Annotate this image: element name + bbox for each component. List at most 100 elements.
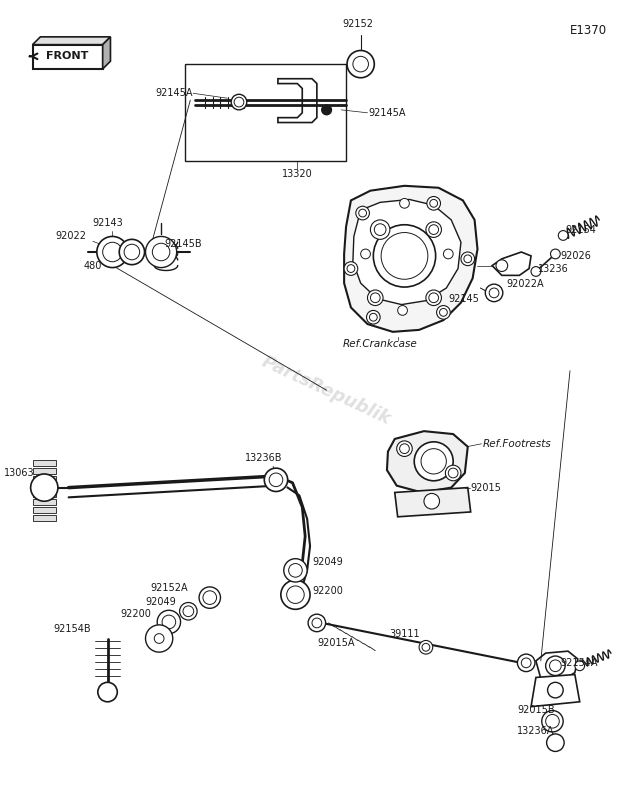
- Text: 92145A: 92145A: [368, 108, 406, 117]
- Circle shape: [199, 587, 220, 608]
- Bar: [32, 476, 56, 482]
- Circle shape: [397, 441, 412, 456]
- Text: 480: 480: [84, 260, 102, 271]
- Circle shape: [361, 249, 371, 259]
- Text: E1370: E1370: [570, 24, 607, 38]
- Circle shape: [419, 641, 433, 654]
- Circle shape: [347, 50, 374, 78]
- Circle shape: [373, 225, 435, 287]
- Circle shape: [289, 563, 302, 577]
- Text: 92049: 92049: [145, 598, 175, 607]
- Polygon shape: [103, 37, 111, 69]
- Circle shape: [399, 198, 409, 209]
- Text: 92022: 92022: [55, 232, 86, 241]
- Circle shape: [162, 615, 175, 629]
- Circle shape: [154, 634, 164, 643]
- Circle shape: [550, 249, 560, 259]
- Circle shape: [381, 233, 428, 280]
- Bar: [32, 507, 56, 513]
- Circle shape: [284, 559, 307, 582]
- Bar: [185, 64, 346, 161]
- Circle shape: [312, 618, 322, 628]
- Circle shape: [366, 311, 380, 324]
- Polygon shape: [32, 37, 111, 45]
- Polygon shape: [353, 200, 461, 304]
- Circle shape: [103, 242, 122, 262]
- Circle shape: [426, 222, 442, 237]
- Polygon shape: [536, 651, 578, 681]
- Text: 13063: 13063: [4, 468, 35, 478]
- Circle shape: [98, 682, 118, 702]
- Circle shape: [371, 293, 380, 303]
- Circle shape: [559, 231, 568, 240]
- Text: 39111: 39111: [389, 629, 420, 638]
- Text: 13236A: 13236A: [518, 726, 555, 736]
- Circle shape: [344, 262, 358, 276]
- Text: 13236B: 13236B: [244, 453, 282, 463]
- Text: 92152: 92152: [342, 19, 373, 30]
- Circle shape: [231, 94, 247, 110]
- Circle shape: [287, 586, 304, 603]
- Text: 13236: 13236: [538, 264, 569, 273]
- Circle shape: [397, 305, 407, 316]
- Circle shape: [485, 284, 503, 302]
- Circle shape: [547, 682, 563, 698]
- Circle shape: [281, 580, 310, 610]
- Bar: [32, 499, 56, 505]
- Circle shape: [368, 290, 383, 305]
- Bar: [32, 491, 56, 497]
- Circle shape: [374, 224, 386, 236]
- Circle shape: [203, 590, 216, 604]
- Circle shape: [264, 468, 287, 491]
- Polygon shape: [344, 186, 478, 332]
- Circle shape: [461, 252, 475, 265]
- Polygon shape: [278, 79, 317, 122]
- Circle shape: [369, 313, 377, 321]
- Circle shape: [424, 494, 440, 509]
- Polygon shape: [387, 431, 468, 492]
- Text: 92154: 92154: [565, 225, 596, 235]
- Bar: [32, 515, 56, 521]
- Text: 92015: 92015: [471, 483, 501, 493]
- Circle shape: [443, 249, 453, 259]
- Circle shape: [489, 288, 499, 298]
- Circle shape: [440, 308, 447, 316]
- Circle shape: [183, 606, 193, 617]
- Circle shape: [308, 614, 326, 632]
- Polygon shape: [492, 252, 531, 276]
- Text: 92145B: 92145B: [164, 239, 202, 249]
- Polygon shape: [531, 674, 580, 706]
- Text: PartsRepublik: PartsRepublik: [259, 352, 394, 428]
- Text: Ref.Crankcase: Ref.Crankcase: [343, 339, 417, 348]
- Text: 92015B: 92015B: [517, 705, 555, 714]
- Circle shape: [356, 206, 369, 220]
- Circle shape: [347, 264, 355, 272]
- Text: 92022A: 92022A: [507, 279, 544, 289]
- Circle shape: [146, 625, 173, 652]
- Circle shape: [545, 714, 559, 728]
- Circle shape: [437, 305, 450, 319]
- Text: 92154A: 92154A: [560, 658, 598, 668]
- Bar: [32, 468, 56, 474]
- Circle shape: [152, 243, 170, 260]
- Text: Ref.Footrests: Ref.Footrests: [483, 439, 551, 449]
- Text: 92015A: 92015A: [318, 638, 355, 648]
- Circle shape: [269, 473, 283, 487]
- Circle shape: [496, 260, 508, 272]
- Circle shape: [157, 610, 180, 634]
- Circle shape: [146, 237, 177, 268]
- Text: 92145: 92145: [448, 294, 480, 304]
- Text: 92049: 92049: [312, 557, 343, 566]
- Text: FRONT: FRONT: [47, 51, 89, 62]
- Circle shape: [550, 660, 561, 672]
- Circle shape: [422, 643, 430, 651]
- Circle shape: [180, 602, 197, 620]
- Circle shape: [124, 244, 140, 260]
- Text: 92200: 92200: [312, 586, 343, 596]
- Circle shape: [399, 443, 409, 454]
- Circle shape: [30, 474, 58, 501]
- Circle shape: [234, 97, 244, 107]
- Circle shape: [445, 465, 461, 481]
- Circle shape: [119, 240, 144, 264]
- Bar: [32, 483, 56, 490]
